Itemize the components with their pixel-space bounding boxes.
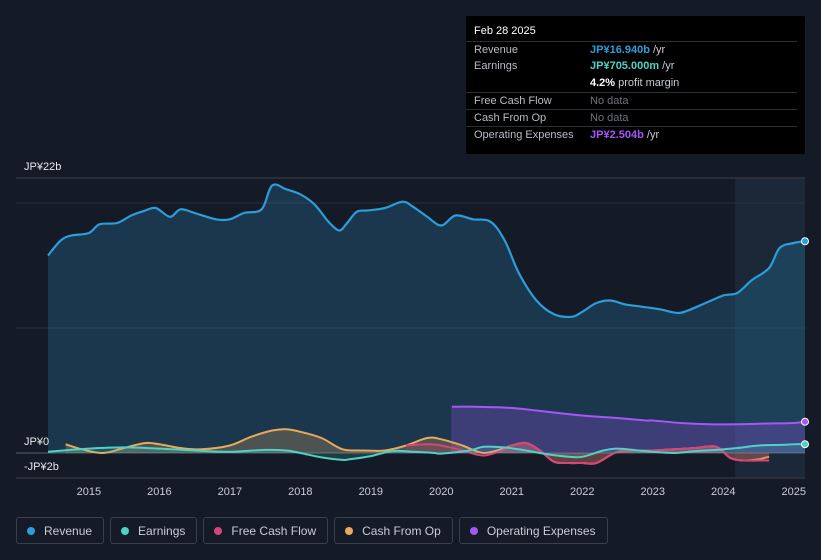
tooltip-label: Cash From Op bbox=[474, 112, 547, 124]
tooltip-row-fcf: Free Cash Flow No data bbox=[466, 92, 797, 110]
x-tick-label: 2025 bbox=[781, 486, 805, 498]
tooltip-label: Free Cash Flow bbox=[474, 95, 552, 107]
x-tick-label: 2020 bbox=[429, 486, 453, 498]
cash-from-op-area bbox=[65, 429, 770, 464]
legend-item-free-cash-flow[interactable]: Free Cash Flow bbox=[203, 517, 329, 544]
tooltip-label: Revenue bbox=[474, 44, 519, 56]
y-tick-label: JP¥0 bbox=[24, 436, 49, 448]
tooltip-value: JP¥16.940b bbox=[590, 44, 650, 56]
tooltip-row-earnings: Earnings JP¥705.000m /yr bbox=[466, 58, 797, 75]
free-cash-flow-area bbox=[406, 442, 770, 464]
revenue-line bbox=[47, 183, 806, 319]
x-tick-label: 2019 bbox=[359, 486, 383, 498]
tooltip-label: Operating Expenses bbox=[474, 129, 574, 141]
legend: Revenue Earnings Free Cash Flow Cash Fro… bbox=[16, 517, 608, 546]
x-tick-label: 2018 bbox=[288, 486, 312, 498]
tooltip-value: No data bbox=[590, 95, 629, 107]
legend-label: Cash From Op bbox=[362, 523, 441, 538]
y-tick-label: -JP¥2b bbox=[24, 461, 59, 473]
x-tick-label: 2024 bbox=[711, 486, 735, 498]
legend-item-cash-from-op[interactable]: Cash From Op bbox=[334, 517, 453, 544]
x-tick-label: 2023 bbox=[641, 486, 665, 498]
legend-dot-icon bbox=[214, 526, 223, 535]
tooltip-label: Earnings bbox=[474, 60, 518, 72]
revenue-end-marker bbox=[801, 237, 809, 246]
legend-item-earnings[interactable]: Earnings bbox=[110, 517, 198, 544]
legend-dot-icon bbox=[121, 526, 130, 535]
tooltip-unit: /yr bbox=[643, 129, 660, 141]
legend-label: Revenue bbox=[44, 523, 93, 538]
tooltip-row-cfo: Cash From Op No data bbox=[466, 109, 797, 127]
tooltip-value: 4.2% bbox=[590, 77, 616, 89]
tooltip-row-opex: Operating Expenses JP¥2.504b /yr bbox=[466, 126, 797, 144]
legend-label: Earnings bbox=[138, 523, 186, 538]
tooltip-panel: Feb 28 2025 Revenue JP¥16.940b /yr Earni… bbox=[466, 16, 805, 154]
tooltip-unit: /yr bbox=[659, 60, 675, 72]
legend-dot-icon bbox=[27, 526, 35, 535]
tooltip-value: JP¥705.000m bbox=[590, 60, 660, 72]
revenue-area bbox=[48, 184, 805, 453]
x-tick-label: 2015 bbox=[77, 486, 101, 498]
legend-label: Operating Expenses bbox=[486, 523, 596, 538]
tooltip-unit: /yr bbox=[649, 44, 666, 56]
tooltip-unit: profit margin bbox=[615, 77, 680, 89]
x-tick-label: 2021 bbox=[500, 486, 524, 498]
x-tick-label: 2016 bbox=[147, 486, 171, 498]
legend-dot-icon bbox=[469, 526, 478, 535]
operating-expenses-area bbox=[451, 406, 805, 453]
legend-item-operating-expenses[interactable]: Operating Expenses bbox=[458, 517, 608, 544]
x-tick-label: 2017 bbox=[218, 486, 242, 498]
tooltip-date: Feb 28 2025 bbox=[474, 25, 536, 37]
tooltip-row-margin: 4.2% profit margin bbox=[466, 75, 797, 92]
y-tick-label: JP¥22b bbox=[24, 161, 61, 173]
tooltip-value: No data bbox=[590, 112, 629, 124]
tooltip-row-revenue: Revenue JP¥16.940b /yr bbox=[466, 41, 797, 59]
legend-item-revenue[interactable]: Revenue bbox=[16, 517, 105, 544]
earnings-line bbox=[47, 443, 806, 462]
legend-dot-icon bbox=[345, 526, 354, 535]
operating-expenses-line bbox=[451, 405, 806, 426]
legend-label: Free Cash Flow bbox=[231, 523, 317, 538]
tooltip-value: JP¥2.504b bbox=[590, 129, 644, 141]
x-tick-label: 2022 bbox=[570, 486, 594, 498]
operating-expenses-end-marker bbox=[801, 417, 809, 426]
earnings-end-marker bbox=[801, 440, 809, 449]
